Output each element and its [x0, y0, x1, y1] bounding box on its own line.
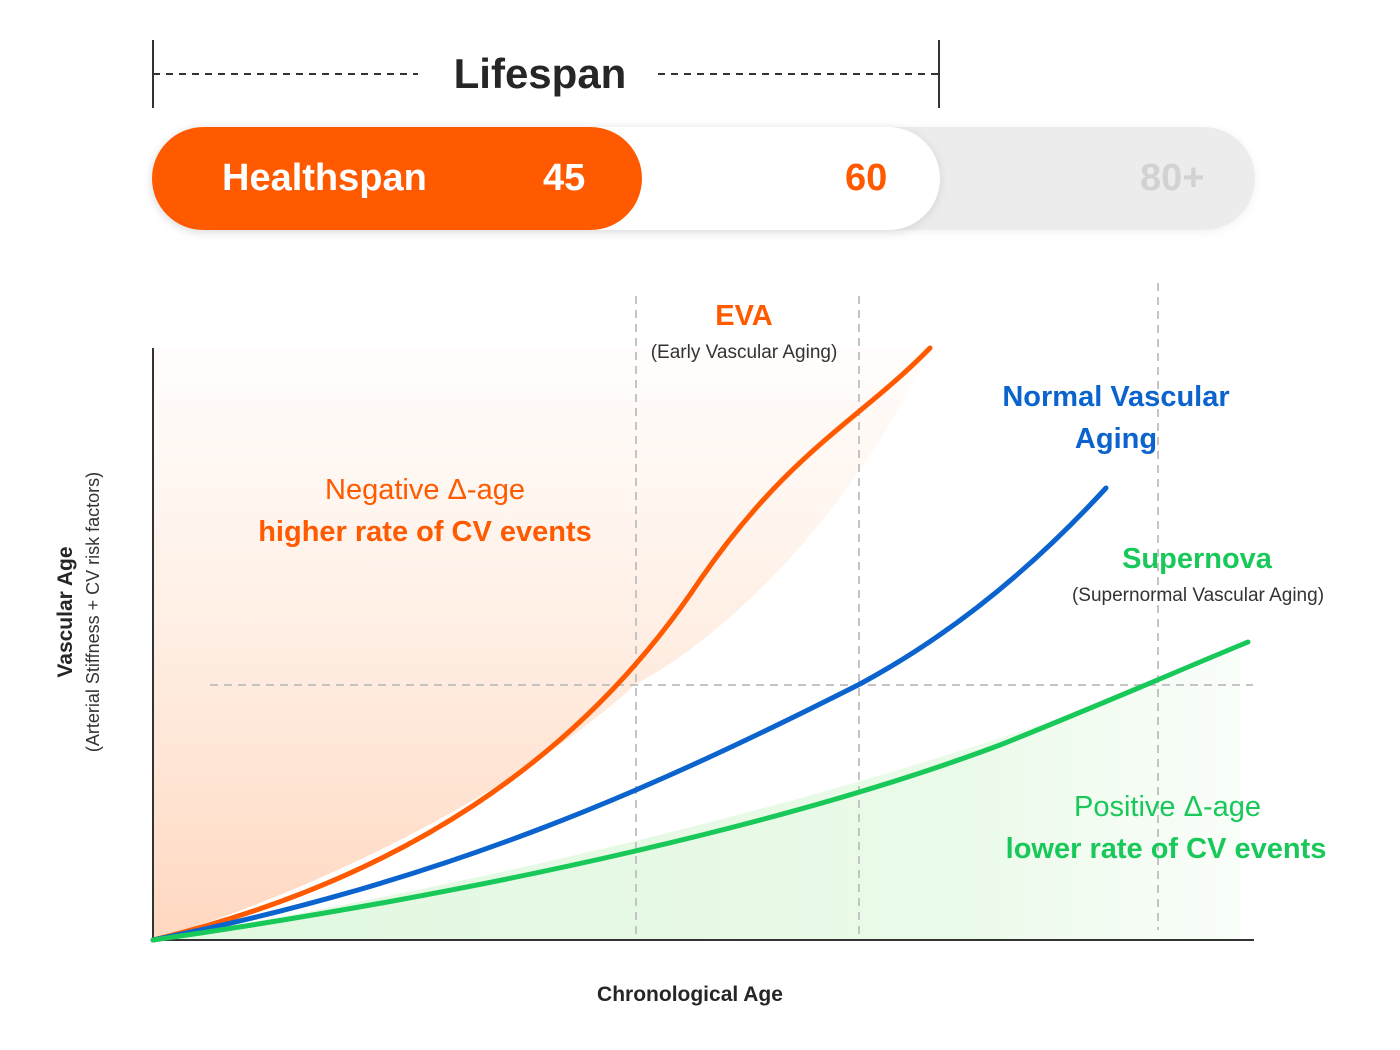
y-axis-title-group: Vascular Age (Arterial Stiffness + CV ri…	[52, 412, 112, 812]
supernova-curve	[150, 639, 1251, 943]
normal-vascular-aging-title: Normal Vascular Aging	[1002, 381, 1230, 455]
lifespan-label: Lifespan	[453, 50, 627, 97]
healthspan-label: Healthspan	[222, 157, 427, 199]
reference-gridlines	[210, 283, 1253, 940]
age-45-marker: 45	[543, 157, 586, 199]
positive-delta-region	[153, 650, 1240, 940]
age-80-plus-marker: 80+	[1140, 157, 1205, 199]
negative-delta-age-description: higher rate of CV events	[258, 516, 592, 548]
x-axis-title: Chronological Age	[597, 983, 783, 1006]
eva-curve-subtitle: (Early Vascular Aging)	[650, 342, 838, 363]
eva-curve-title: EVA	[715, 300, 773, 332]
negative-delta-region	[153, 348, 930, 940]
age-60-marker: 60	[845, 157, 888, 199]
eva-curve	[150, 345, 933, 943]
positive-delta-age-label: Positive Δ-age	[1073, 791, 1261, 823]
positive-delta-age-description: lower rate of CV events	[1005, 833, 1327, 865]
healthspan-bar-fill	[152, 127, 642, 230]
negative-delta-age-label: Negative Δ-age	[325, 474, 525, 506]
lifespan-bracket	[152, 40, 940, 108]
y-axis-title: Vascular Age	[54, 546, 77, 678]
normal-vascular-aging-curve	[150, 485, 1109, 943]
y-axis-subtitle: (Arterial Stiffness + CV risk factors)	[83, 471, 103, 753]
supernova-curve-title: Supernova	[1122, 543, 1272, 575]
supernova-curve-subtitle: (Supernormal Vascular Aging)	[1071, 585, 1325, 606]
